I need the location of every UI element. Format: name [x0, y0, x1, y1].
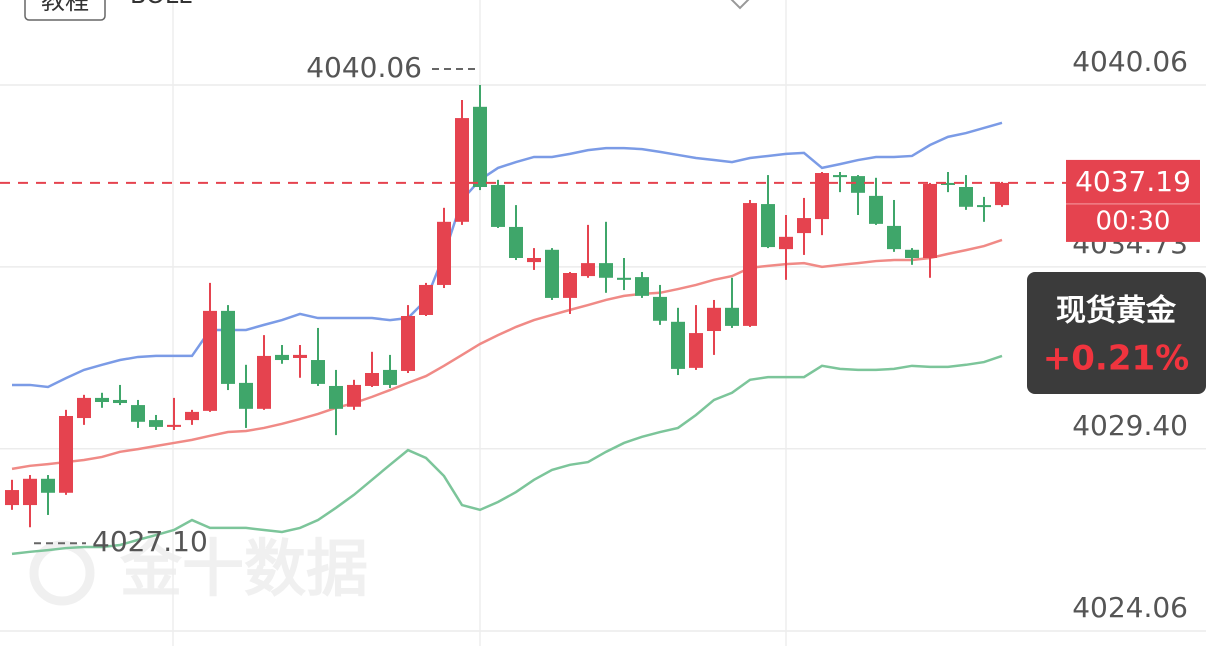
- dropdown-icon[interactable]: [728, 0, 752, 10]
- candle-body: [725, 307, 739, 326]
- candle-body: [167, 424, 181, 427]
- candle-body: [41, 478, 55, 493]
- candle-body: [887, 225, 901, 250]
- candle-body: [581, 263, 595, 277]
- candle-body: [275, 354, 289, 361]
- ticker-name: 现货黄金: [1056, 294, 1177, 329]
- candle-body: [923, 183, 937, 258]
- band-line: [11, 354, 1003, 556]
- candle-body: [509, 226, 523, 258]
- candle-body: [599, 263, 613, 278]
- candle-body: [491, 184, 505, 227]
- candle-body: [707, 307, 721, 332]
- candle-body: [689, 333, 703, 368]
- ticker-card: 现货黄金 +0.21%: [1027, 272, 1206, 394]
- candle-body: [401, 316, 415, 371]
- candle-body: [59, 415, 73, 493]
- bands: [11, 121, 1003, 556]
- candle-body: [833, 175, 847, 178]
- candle-body: [23, 478, 37, 506]
- candle-body: [347, 384, 361, 407]
- candle-body: [257, 355, 271, 409]
- candle-body: [437, 221, 451, 285]
- candle-body: [239, 382, 253, 409]
- candle-body: [995, 182, 1009, 206]
- candle-body: [545, 249, 559, 298]
- candle-body: [77, 397, 91, 419]
- y-tick-label: 4024.06: [1072, 591, 1188, 624]
- band-line: [12, 121, 1003, 389]
- high-label: 4040.06: [306, 51, 422, 84]
- candle-body: [851, 176, 865, 193]
- indicator-label: BOLL: [130, 0, 192, 9]
- candle-body: [527, 257, 541, 263]
- watermark-text: 金十数据: [119, 532, 368, 605]
- candle-body: [671, 321, 685, 369]
- candles: [5, 84, 1009, 528]
- candle-body: [293, 354, 307, 358]
- header: 教程 BOLL: [24, 0, 752, 21]
- candle-body: [815, 173, 829, 220]
- candle-body: [779, 236, 793, 250]
- countdown: 00:30: [1096, 206, 1171, 236]
- candle-body: [473, 106, 487, 188]
- candle-body: [869, 195, 883, 224]
- candle-body: [941, 182, 955, 185]
- band-line: [11, 238, 1003, 471]
- candle-body: [977, 205, 991, 208]
- candle-body: [797, 218, 811, 234]
- ticker-change: +0.21%: [1043, 339, 1189, 379]
- tab-button[interactable]: [24, 0, 106, 21]
- candle-body: [329, 385, 343, 409]
- last-price-label: 4037.19: [1075, 165, 1191, 198]
- tab-label: 教程: [41, 0, 89, 15]
- watermark: 金十数据: [29, 532, 368, 606]
- price-box: [1066, 159, 1200, 242]
- candle-body: [455, 118, 469, 222]
- candle-body: [563, 273, 577, 298]
- candle-body: [635, 277, 649, 296]
- candle-body: [221, 310, 235, 384]
- y-tick-label: 4029.40: [1072, 409, 1188, 442]
- candle-body: [131, 405, 145, 422]
- candle-body: [761, 204, 775, 248]
- candle-body: [743, 203, 757, 326]
- candle-body: [203, 310, 217, 411]
- candle-body: [311, 360, 325, 384]
- candle-body: [149, 420, 163, 427]
- candle-body: [653, 296, 667, 321]
- candle-body: [383, 369, 397, 385]
- plot: 4040.064034.734029.404024.064040.064027.…: [0, 45, 1206, 632]
- candle-body: [617, 277, 631, 280]
- candle-body: [113, 399, 127, 404]
- candle-body: [5, 490, 19, 506]
- ticker-bg: [1027, 272, 1206, 394]
- candle-body: [365, 372, 379, 386]
- candle-body: [905, 249, 919, 258]
- candle-body: [185, 411, 199, 421]
- candle-body: [959, 187, 973, 207]
- y-tick-label: 4040.06: [1072, 45, 1188, 78]
- candle-body: [95, 397, 109, 403]
- watermark-logo: [29, 540, 95, 606]
- candle-body: [419, 284, 433, 315]
- low-label: 4027.10: [92, 525, 208, 558]
